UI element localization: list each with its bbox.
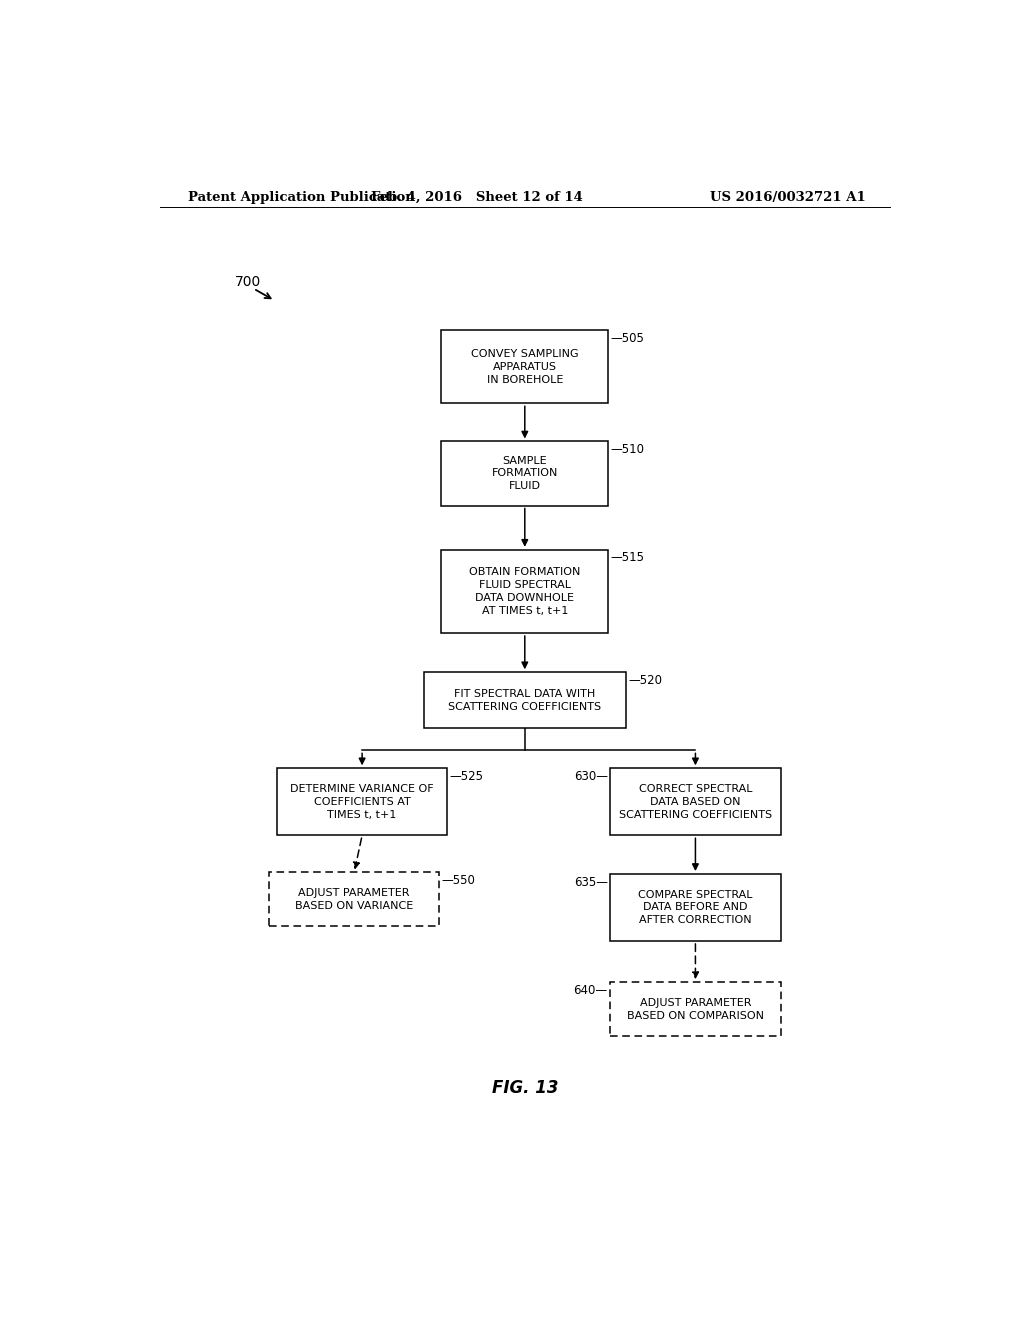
Text: ADJUST PARAMETER
BASED ON VARIANCE: ADJUST PARAMETER BASED ON VARIANCE [295,888,414,911]
Text: 635—: 635— [573,875,607,888]
Text: SAMPLE
FORMATION
FLUID: SAMPLE FORMATION FLUID [492,455,558,491]
Text: —510: —510 [610,444,644,457]
Text: US 2016/0032721 A1: US 2016/0032721 A1 [711,190,866,203]
Text: —515: —515 [610,552,644,565]
FancyBboxPatch shape [441,441,608,506]
FancyBboxPatch shape [441,330,608,404]
Text: CORRECT SPECTRAL
DATA BASED ON
SCATTERING COEFFICIENTS: CORRECT SPECTRAL DATA BASED ON SCATTERIN… [618,784,772,820]
FancyBboxPatch shape [424,672,626,729]
Text: —525: —525 [450,770,483,783]
FancyBboxPatch shape [269,873,439,927]
Text: Feb. 4, 2016   Sheet 12 of 14: Feb. 4, 2016 Sheet 12 of 14 [372,190,583,203]
Text: DETERMINE VARIANCE OF
COEFFICIENTS AT
TIMES t, t+1: DETERMINE VARIANCE OF COEFFICIENTS AT TI… [290,784,434,820]
Text: 630—: 630— [573,770,607,783]
FancyBboxPatch shape [610,982,780,1036]
Text: 640—: 640— [573,983,607,997]
Text: 700: 700 [236,276,261,289]
Text: COMPARE SPECTRAL
DATA BEFORE AND
AFTER CORRECTION: COMPARE SPECTRAL DATA BEFORE AND AFTER C… [638,890,753,925]
FancyBboxPatch shape [441,549,608,634]
Text: ADJUST PARAMETER
BASED ON COMPARISON: ADJUST PARAMETER BASED ON COMPARISON [627,998,764,1020]
FancyBboxPatch shape [276,768,447,836]
FancyBboxPatch shape [610,768,780,836]
Text: Patent Application Publication: Patent Application Publication [187,190,415,203]
Text: —550: —550 [442,874,476,887]
Text: —520: —520 [629,673,663,686]
Text: CONVEY SAMPLING
APPARATUS
IN BOREHOLE: CONVEY SAMPLING APPARATUS IN BOREHOLE [471,348,579,384]
Text: —505: —505 [610,331,644,345]
Text: FIG. 13: FIG. 13 [492,1080,558,1097]
Text: OBTAIN FORMATION
FLUID SPECTRAL
DATA DOWNHOLE
AT TIMES t, t+1: OBTAIN FORMATION FLUID SPECTRAL DATA DOW… [469,568,581,615]
FancyBboxPatch shape [610,874,780,941]
Text: FIT SPECTRAL DATA WITH
SCATTERING COEFFICIENTS: FIT SPECTRAL DATA WITH SCATTERING COEFFI… [449,689,601,711]
